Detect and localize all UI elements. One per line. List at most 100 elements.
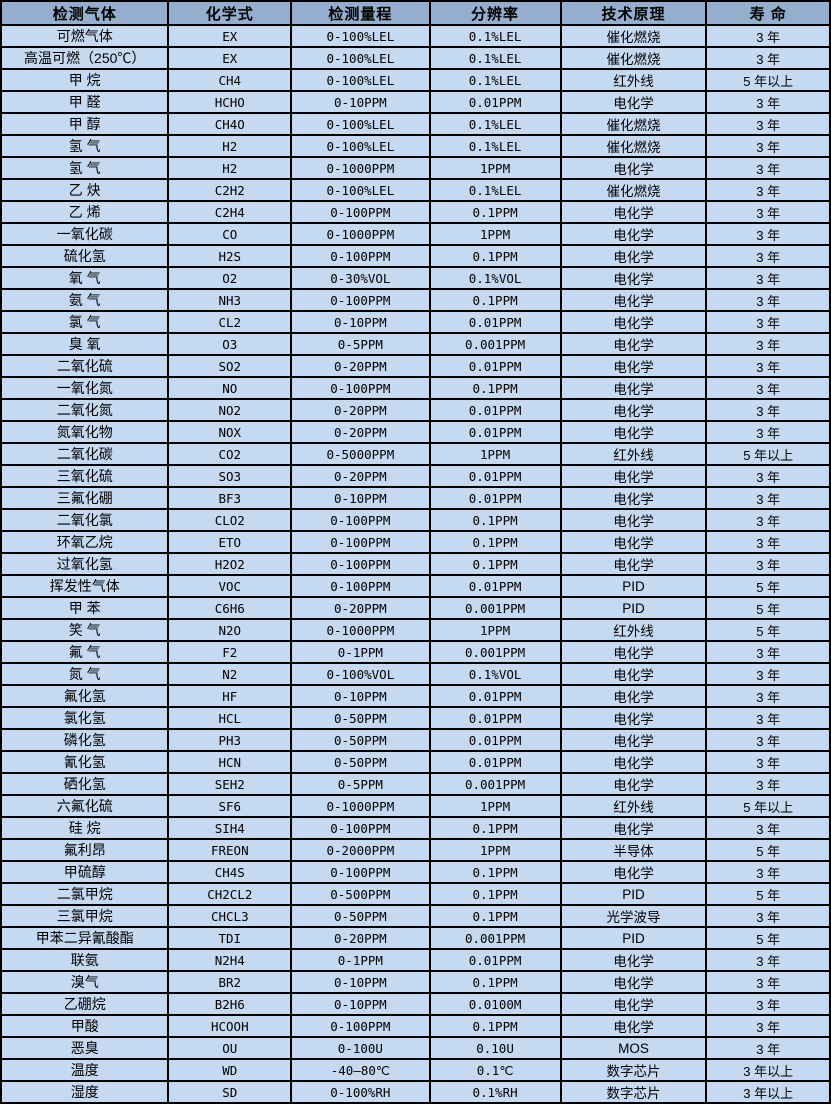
gas-name-cell: 三氟化硼 (0, 486, 170, 510)
range-cell: 0-10PPM (290, 90, 431, 114)
formula-cell: SO3 (167, 464, 293, 488)
table-row: 甲硫醇 CH4S 0-100PPM 0.1PPM 电化学 3 年 (0, 860, 831, 884)
gas-name-cell: 甲 醛 (0, 90, 170, 114)
lifespan-cell: 3 年 (705, 398, 831, 422)
resolution-cell: 0.1PPM (428, 882, 562, 906)
resolution-cell: 0.1PPM (428, 860, 562, 884)
resolution-cell: 0.01PPM (428, 398, 562, 422)
table-row: 三氯甲烷 CHCL3 0-50PPM 0.1PPM 光学波导 3 年 (0, 904, 831, 928)
principle-cell: 电化学 (559, 288, 708, 312)
range-cell: 0-50PPM (290, 750, 431, 774)
formula-cell: C2H2 (167, 178, 293, 202)
formula-cell: BF3 (167, 486, 293, 510)
resolution-cell: 0.01PPM (428, 90, 562, 114)
lifespan-cell: 3 年 (705, 222, 831, 246)
range-cell: 0-1PPM (290, 948, 431, 972)
gas-name-cell: 挥发性气体 (0, 574, 170, 598)
gas-name-cell: 三氧化硫 (0, 464, 170, 488)
gas-name-cell: 恶臭 (0, 1036, 170, 1060)
resolution-cell: 0.01PPM (428, 706, 562, 730)
formula-cell: CH4O (167, 112, 293, 136)
principle-cell: 电化学 (559, 816, 708, 840)
principle-cell: 红外线 (559, 618, 708, 642)
resolution-cell: 1PPM (428, 794, 562, 818)
table-row: 氮 气 N2 0-100%VOL 0.1%VOL 电化学 3 年 (0, 662, 831, 686)
lifespan-cell: 3 年 (705, 772, 831, 796)
resolution-cell: 0.1PPM (428, 530, 562, 554)
formula-cell: HF (167, 684, 293, 708)
range-cell: 0-100PPM (290, 530, 431, 554)
formula-cell: CH4S (167, 860, 293, 884)
resolution-cell: 0.001PPM (428, 926, 562, 950)
formula-cell: HCHO (167, 90, 293, 114)
principle-cell: 电化学 (559, 662, 708, 686)
table-row: 二氯甲烷 CH2CL2 0-500PPM 0.1PPM PID 5 年 (0, 882, 831, 906)
resolution-cell: 0.01PPM (428, 750, 562, 774)
formula-cell: C6H6 (167, 596, 293, 620)
lifespan-cell: 3 年 (705, 816, 831, 840)
lifespan-cell: 3 年 (705, 486, 831, 510)
formula-cell: CL2 (167, 310, 293, 334)
table-row: 二氧化硫 SO2 0-20PPM 0.01PPM 电化学 3 年 (0, 354, 831, 378)
gas-name-cell: 氢 气 (0, 134, 170, 158)
lifespan-cell: 3 年 (705, 376, 831, 400)
range-cell: 0-100PPM (290, 244, 431, 268)
formula-cell: CHCL3 (167, 904, 293, 928)
gas-name-cell: 氮 气 (0, 662, 170, 686)
table-row: 二氧化氮 NO2 0-20PPM 0.01PPM 电化学 3 年 (0, 398, 831, 422)
resolution-cell: 1PPM (428, 838, 562, 862)
range-cell: 0-100%LEL (290, 178, 431, 202)
lifespan-cell: 5 年以上 (705, 68, 831, 92)
resolution-cell: 0.1%RH (428, 1080, 562, 1104)
principle-cell: 电化学 (559, 420, 708, 444)
table-row: 六氟化硫 SF6 0-1000PPM 1PPM 红外线 5 年以上 (0, 794, 831, 818)
range-cell: 0-100%RH (290, 1080, 431, 1104)
principle-cell: 电化学 (559, 992, 708, 1016)
table-row: 甲 醛 HCHO 0-10PPM 0.01PPM 电化学 3 年 (0, 90, 831, 114)
resolution-cell: 0.1PPM (428, 970, 562, 994)
lifespan-cell: 3 年 (705, 684, 831, 708)
range-cell: 0-100%LEL (290, 112, 431, 136)
gas-name-cell: 甲 苯 (0, 596, 170, 620)
range-cell: 0-100%LEL (290, 24, 431, 48)
resolution-cell: 0.001PPM (428, 596, 562, 620)
range-cell: 0-10PPM (290, 684, 431, 708)
formula-cell: NO2 (167, 398, 293, 422)
formula-cell: ETO (167, 530, 293, 554)
table-row: 一氧化碳 CO 0-1000PPM 1PPM 电化学 3 年 (0, 222, 831, 246)
gas-name-cell: 氟化氢 (0, 684, 170, 708)
gas-name-cell: 硅 烷 (0, 816, 170, 840)
gas-name-cell: 甲 醇 (0, 112, 170, 136)
table-row: 氢 气 H2 0-1000PPM 1PPM 电化学 3 年 (0, 156, 831, 180)
formula-cell: CH2CL2 (167, 882, 293, 906)
formula-cell: BR2 (167, 970, 293, 994)
table-row: 甲苯二异氰酸酯 TDI 0-20PPM 0.001PPM PID 5 年 (0, 926, 831, 950)
gas-name-cell: 高温可燃（250℃） (0, 46, 170, 70)
gas-name-cell: 湿度 (0, 1080, 170, 1104)
lifespan-cell: 3 年 (705, 288, 831, 312)
principle-cell: 催化燃烧 (559, 134, 708, 158)
table-row: 甲 烷 CH4 0-100%LEL 0.1%LEL 红外线 5 年以上 (0, 68, 831, 92)
principle-cell: 电化学 (559, 1014, 708, 1038)
formula-cell: FREON (167, 838, 293, 862)
resolution-cell: 0.1℃ (428, 1058, 562, 1082)
lifespan-cell: 5 年 (705, 618, 831, 642)
table-row: 二氧化碳 CO2 0-5000PPM 1PPM 红外线 5 年以上 (0, 442, 831, 466)
principle-cell: 电化学 (559, 552, 708, 576)
gas-name-cell: 磷化氢 (0, 728, 170, 752)
gas-name-cell: 甲苯二异氰酸酯 (0, 926, 170, 950)
resolution-cell: 0.1%LEL (428, 24, 562, 48)
principle-cell: 红外线 (559, 794, 708, 818)
lifespan-cell: 5 年 (705, 882, 831, 906)
principle-cell: 电化学 (559, 728, 708, 752)
lifespan-cell: 3 年 (705, 464, 831, 488)
table-row: 甲 苯 C6H6 0-20PPM 0.001PPM PID 5 年 (0, 596, 831, 620)
lifespan-cell: 3 年 (705, 178, 831, 202)
principle-cell: 电化学 (559, 354, 708, 378)
range-cell: -40—80℃ (290, 1058, 431, 1082)
table-row: 温度 WD -40—80℃ 0.1℃ 数字芯片 3 年以上 (0, 1058, 831, 1082)
lifespan-cell: 3 年 (705, 1014, 831, 1038)
range-cell: 0-1000PPM (290, 222, 431, 246)
formula-cell: N2O (167, 618, 293, 642)
resolution-cell: 0.1PPM (428, 904, 562, 928)
